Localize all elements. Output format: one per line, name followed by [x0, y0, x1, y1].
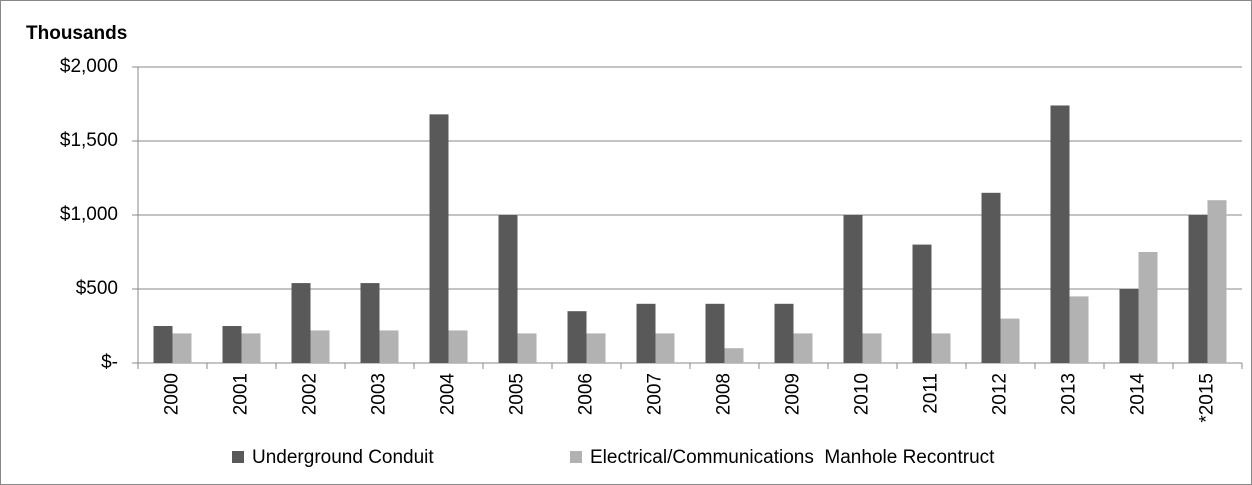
bar [912, 244, 932, 363]
bar [291, 283, 311, 363]
bar [655, 333, 675, 363]
x-tick-label: 2013 [1059, 373, 1080, 415]
x-tick-label: *2015 [1197, 373, 1218, 423]
y-tick-label: $1,500 [60, 130, 118, 151]
bar [862, 333, 882, 363]
legend-swatch [570, 451, 582, 463]
bar [517, 333, 537, 363]
bar [1069, 296, 1089, 363]
x-tick-label: 2006 [576, 373, 597, 415]
bar [360, 283, 380, 363]
x-tick-label: 2014 [1128, 373, 1149, 416]
x-tick-label: 2002 [300, 373, 321, 415]
x-tick-label: 2011 [921, 373, 942, 414]
bar [429, 114, 449, 363]
bar [498, 215, 518, 363]
y-tick-label: $- [101, 352, 118, 373]
bar [222, 326, 242, 363]
bar [843, 215, 863, 363]
bar [1050, 105, 1070, 363]
y-tick-label: $1,000 [60, 204, 118, 225]
x-tick-label: 2003 [369, 373, 390, 415]
bar [774, 303, 794, 363]
x-tick-label: 2000 [162, 373, 183, 415]
x-tick-label: 2001 [231, 373, 252, 415]
y-tick-label: $500 [76, 278, 118, 299]
bar [724, 348, 744, 363]
bar [1138, 252, 1158, 363]
bar [586, 333, 606, 363]
x-tick-label: 2010 [852, 373, 873, 415]
bar [793, 333, 813, 363]
bar [310, 330, 330, 363]
x-tick-label: 2007 [645, 373, 666, 415]
bar [567, 311, 587, 363]
bar [241, 333, 261, 363]
bar [1000, 318, 1020, 363]
bar [1119, 289, 1139, 363]
x-tick-label: 2005 [507, 373, 528, 415]
bar [981, 192, 1001, 363]
legend-label: Electrical/Communications Manhole Recont… [590, 447, 995, 468]
bar [1188, 215, 1208, 363]
legend-swatch [232, 451, 244, 463]
bar [379, 330, 399, 363]
bar [636, 303, 656, 363]
bar [448, 330, 468, 363]
y-tick-label: $2,000 [60, 56, 118, 77]
x-tick-label: 2012 [990, 373, 1011, 415]
y-axis-label: Thousands [26, 23, 127, 44]
x-tick-label: 2004 [438, 373, 459, 416]
bar [172, 333, 192, 363]
bar [931, 333, 951, 363]
bar [1207, 200, 1227, 363]
legend-label: Underground Conduit [252, 447, 434, 468]
bar [153, 326, 173, 363]
bar [705, 303, 725, 363]
x-tick-label: 2008 [714, 373, 735, 415]
x-tick-label: 2009 [783, 373, 804, 415]
